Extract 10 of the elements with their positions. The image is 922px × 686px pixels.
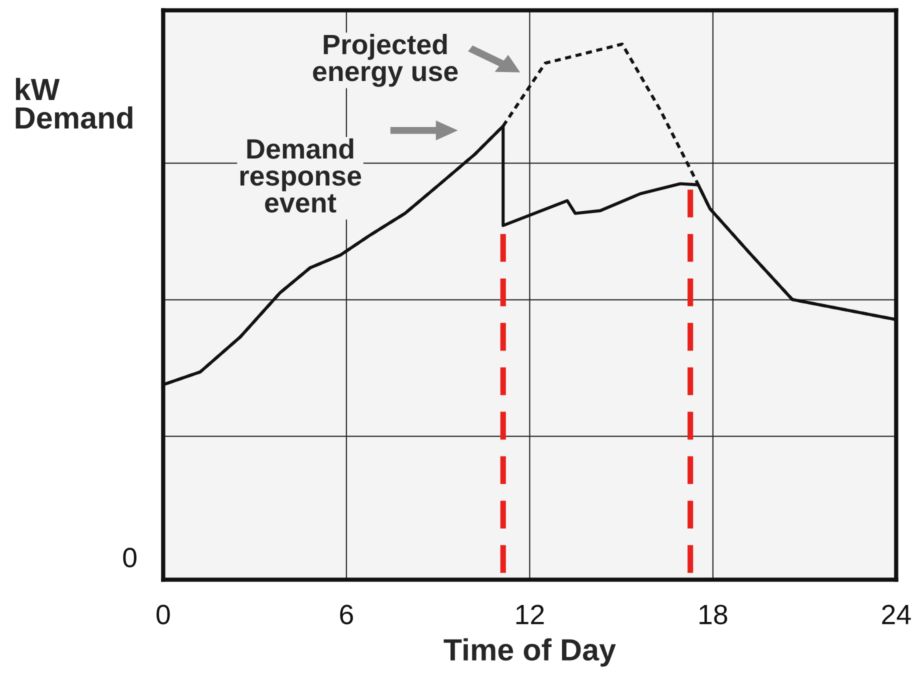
y-axis-title: kW Demand	[16, 78, 132, 129]
annotation: Demand response event	[240, 138, 362, 213]
text: 0	[123, 548, 136, 568]
x-tick-label: 0	[156, 604, 170, 624]
x-tick-label: 6	[340, 604, 353, 624]
annotation: Projected energy use	[313, 34, 458, 87]
x-tick-label: 12	[516, 604, 544, 624]
x-tick-label: 24	[882, 604, 911, 624]
x-axis-title: Time of Day	[444, 638, 616, 667]
x-tick-label: 18	[700, 604, 728, 624]
